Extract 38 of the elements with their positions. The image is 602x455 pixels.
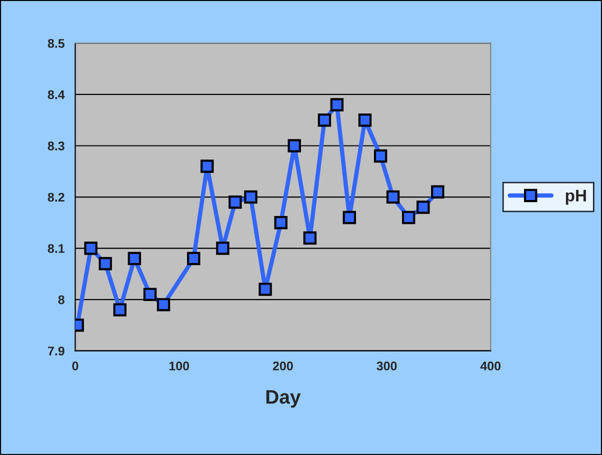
point <box>98 257 112 270</box>
point <box>113 303 127 316</box>
x-tick-label: 100 <box>169 362 190 370</box>
point <box>84 242 98 255</box>
point <box>156 298 170 312</box>
point <box>374 149 388 163</box>
point <box>402 210 416 224</box>
y-tick-label: 8.2 <box>48 192 64 202</box>
y-tick-label: 8.5 <box>48 39 64 48</box>
point <box>358 114 372 127</box>
y-tick-label: 8.4 <box>48 90 65 100</box>
legend-label: pH <box>566 190 586 205</box>
point <box>128 252 142 266</box>
point <box>228 196 242 209</box>
x-axis-title: Day <box>266 390 301 408</box>
y-tick-label: 8 <box>58 295 64 304</box>
point <box>330 98 344 112</box>
point <box>303 231 317 245</box>
x-tick-label: 200 <box>272 362 293 370</box>
point <box>431 185 444 198</box>
y-tick-label: 8.1 <box>48 244 64 253</box>
point <box>274 216 288 230</box>
x-tick-label: 300 <box>376 362 397 370</box>
point <box>143 288 157 302</box>
point <box>386 190 400 204</box>
point <box>318 114 332 127</box>
point <box>187 252 200 266</box>
x-tick-label: 400 <box>480 362 501 370</box>
point <box>216 242 230 255</box>
point <box>258 282 272 296</box>
x-tick-label: 0 <box>72 362 78 370</box>
point <box>244 190 258 204</box>
point <box>288 139 301 152</box>
point <box>342 210 356 224</box>
point <box>200 160 214 173</box>
y-tick-label: 7.9 <box>48 346 64 356</box>
y-tick-label: 8.3 <box>48 142 64 150</box>
point <box>416 200 430 214</box>
